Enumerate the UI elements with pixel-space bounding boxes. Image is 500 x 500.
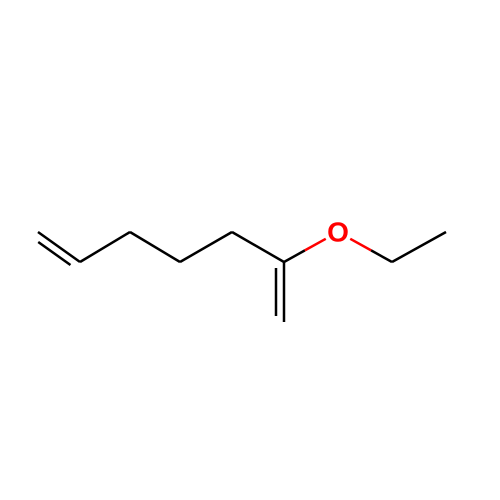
o-atom-label: O — [327, 217, 349, 248]
molecule-diagram: O — [0, 0, 500, 500]
